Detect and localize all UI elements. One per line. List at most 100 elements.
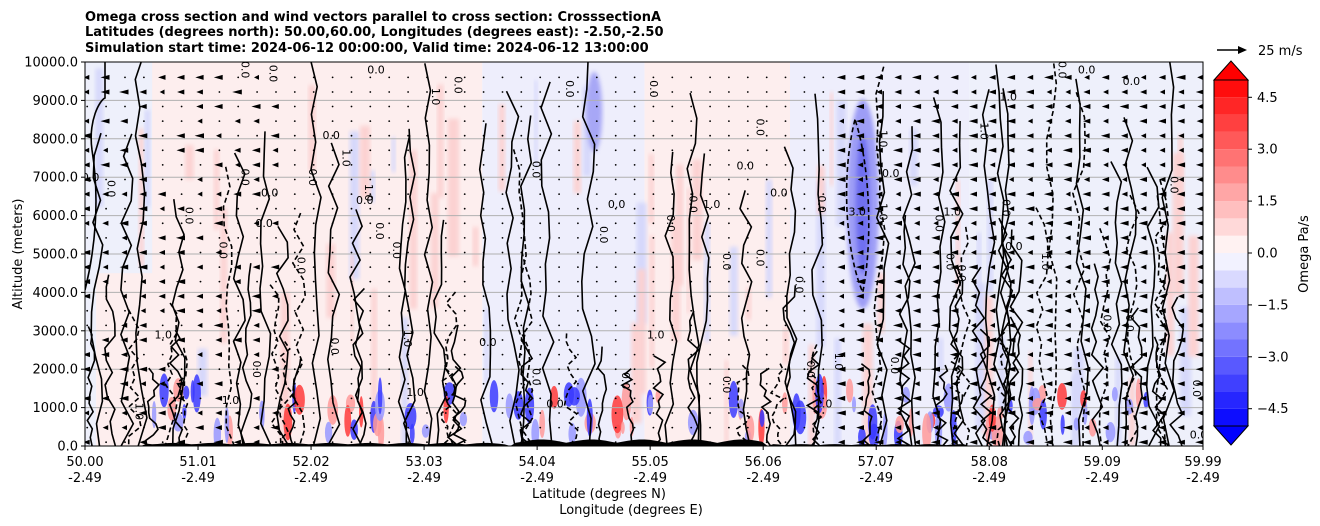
wind-vector bbox=[275, 76, 277, 79]
wind-vector bbox=[100, 89, 110, 95]
wind-vector bbox=[949, 235, 959, 241]
wind-vector bbox=[709, 368, 711, 371]
wind-vector bbox=[989, 395, 996, 401]
wind-vector bbox=[195, 235, 204, 241]
contour-line bbox=[932, 97, 946, 446]
wind-vector bbox=[350, 397, 353, 400]
wind-vector bbox=[1081, 235, 1091, 241]
omega-streak bbox=[745, 288, 752, 320]
wind-vector bbox=[577, 426, 579, 429]
omega-streak bbox=[987, 179, 993, 295]
wind-vector bbox=[520, 193, 523, 196]
wind-vector bbox=[856, 147, 864, 153]
wind-vector bbox=[161, 164, 164, 166]
wind-vector bbox=[952, 177, 958, 182]
wind-vector bbox=[369, 134, 372, 137]
wind-vector bbox=[949, 410, 959, 416]
wind-vector bbox=[558, 164, 560, 166]
wind-vector bbox=[177, 206, 185, 212]
wind-vector bbox=[784, 178, 787, 181]
wind-vector bbox=[1083, 177, 1090, 182]
wind-vector bbox=[690, 120, 693, 122]
wind-vector bbox=[614, 237, 617, 239]
wind-vector bbox=[520, 266, 523, 268]
wind-vector bbox=[161, 178, 164, 181]
omega-cell bbox=[846, 378, 854, 403]
wind-vector bbox=[539, 193, 542, 196]
wind-vector bbox=[180, 164, 183, 166]
wind-vector bbox=[275, 280, 277, 283]
wind-vector bbox=[1175, 74, 1186, 80]
wind-vector bbox=[1046, 366, 1052, 372]
wind-vector bbox=[1120, 410, 1129, 416]
wind-vector bbox=[614, 222, 617, 225]
wind-vector bbox=[822, 120, 825, 122]
contour-label: 0.0 bbox=[1056, 61, 1069, 79]
omega-streak bbox=[637, 269, 646, 394]
wind-vector bbox=[124, 207, 126, 210]
wind-vector bbox=[856, 235, 864, 241]
wind-vector bbox=[426, 280, 428, 283]
wind-vector bbox=[312, 120, 315, 122]
wind-vector bbox=[444, 193, 447, 196]
wind-vector bbox=[1141, 337, 1146, 343]
wind-vector bbox=[1083, 264, 1091, 270]
wind-vector bbox=[158, 293, 166, 299]
wind-vector bbox=[1082, 191, 1091, 197]
wind-vector bbox=[577, 295, 579, 298]
wind-vector bbox=[932, 104, 939, 109]
wind-vector bbox=[137, 264, 148, 270]
wind-vector bbox=[1083, 322, 1091, 328]
wind-vector bbox=[214, 162, 223, 168]
wind-vector bbox=[577, 149, 579, 152]
wind-vector bbox=[1196, 177, 1203, 182]
wind-vector bbox=[1176, 439, 1185, 445]
contour-line bbox=[171, 198, 186, 446]
wind-vector bbox=[1083, 206, 1090, 212]
wind-vector bbox=[969, 366, 978, 372]
x-tick-label-lon: -2.49 bbox=[181, 471, 215, 486]
wind-vector bbox=[803, 368, 806, 371]
wind-vector bbox=[482, 324, 485, 327]
wind-vector bbox=[120, 352, 128, 358]
wind-vector bbox=[482, 397, 485, 400]
wind-vector bbox=[1119, 206, 1129, 212]
contour-label: 1.0 bbox=[703, 198, 721, 211]
wind-vector bbox=[426, 149, 428, 152]
wind-vector bbox=[874, 439, 884, 445]
quiver-key-arrow-icon bbox=[1238, 46, 1247, 54]
wind-vector bbox=[1196, 235, 1203, 241]
wind-vector bbox=[120, 118, 128, 124]
wind-vector bbox=[1006, 104, 1016, 109]
x-tick-label-lat: 50.00 bbox=[66, 455, 103, 470]
wind-vector bbox=[218, 368, 221, 371]
wind-vector bbox=[633, 309, 636, 312]
omega-streak bbox=[1071, 374, 1078, 446]
wind-vector bbox=[369, 382, 372, 385]
contour-line bbox=[596, 346, 608, 446]
wind-vector bbox=[312, 382, 315, 385]
wind-vector bbox=[407, 309, 409, 312]
wind-vector bbox=[892, 322, 903, 328]
omega-cell bbox=[1073, 417, 1080, 431]
wind-vector bbox=[388, 76, 391, 79]
wind-vector bbox=[105, 105, 107, 108]
wind-vector bbox=[196, 293, 203, 299]
wind-vector bbox=[728, 397, 730, 400]
wind-vector bbox=[803, 134, 806, 137]
wind-vector bbox=[161, 324, 164, 327]
wind-vector bbox=[614, 91, 617, 93]
wind-vector bbox=[482, 237, 485, 239]
wind-vector bbox=[968, 206, 978, 212]
wind-vector bbox=[444, 309, 447, 312]
wind-vector bbox=[539, 251, 542, 254]
wind-vector bbox=[913, 439, 920, 445]
wind-vector bbox=[912, 279, 921, 285]
wind-vector bbox=[893, 279, 902, 285]
wind-vector bbox=[407, 339, 409, 341]
contour-label: 0.0 bbox=[328, 337, 341, 355]
wind-vector bbox=[1027, 118, 1033, 124]
omega-cell bbox=[611, 395, 624, 434]
wind-vector bbox=[822, 207, 825, 210]
wind-vector bbox=[690, 280, 693, 283]
